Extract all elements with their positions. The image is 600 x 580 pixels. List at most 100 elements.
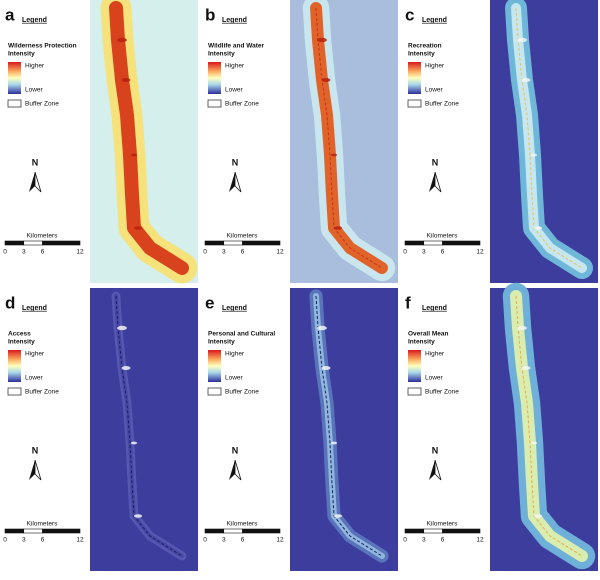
scale-segment [404,528,425,534]
hotspot [330,441,338,445]
scale-tick-label: 3 [222,537,226,544]
panel-letter: c [405,5,414,24]
hotspot [133,226,143,230]
scale-segment [23,240,43,246]
scale-title: Kilometers [427,521,458,528]
buffer-label: Buffer Zone [25,101,59,108]
north-label: N [32,157,39,167]
scale-title: Kilometers [27,233,58,240]
scale-title: Kilometers [427,233,458,240]
lower-label: Lower [425,87,444,94]
hotspot [321,78,331,82]
hotspot [121,78,131,82]
legend-title: Legend [22,17,47,24]
color-ramp [208,350,221,382]
intensity-label: Intensity [8,51,35,58]
buffer-swatch [407,99,422,108]
north-arrow [429,460,435,480]
scale-segment [242,240,281,246]
hotspot [330,153,338,157]
scale-segment [442,528,481,534]
hotspot [317,37,327,43]
legend-title: Legend [222,305,247,312]
scale-tick-label: 12 [476,249,484,256]
north-arrow [434,459,442,481]
lower-label: Lower [225,375,244,382]
north-arrow [34,171,42,193]
lower-label: Lower [225,87,244,94]
buffer-swatch [7,99,22,108]
intensity-label: Intensity [208,51,235,58]
scale-segment [23,528,43,534]
scale-tick-label: 6 [41,537,45,544]
panel-letter: f [405,293,411,312]
scale-tick-label: 12 [76,537,84,544]
intensity-label: Intensity [208,339,235,346]
north-label: N [232,157,239,167]
panel-letter: b [205,5,215,24]
north-arrow [29,172,35,192]
hotspot [530,153,538,157]
buffer-swatch [407,387,422,396]
higher-label: Higher [425,63,445,70]
scale-tick-label: 3 [22,249,26,256]
scale-segment [4,528,25,534]
north-arrow [429,172,435,192]
panel-letter: a [5,5,15,24]
hotspot [333,226,343,230]
higher-label: Higher [225,63,245,70]
hotspot [530,441,538,445]
legend-title: Legend [22,305,47,312]
scale-title: Kilometers [27,521,58,528]
scale-tick-label: 3 [222,249,226,256]
buffer-label: Buffer Zone [25,389,59,396]
intensity-label: Intensity [408,51,435,58]
intensity-label: Intensity [8,339,35,346]
scale-segment [204,528,225,534]
legend-title: Legend [222,17,247,24]
buffer-swatch [7,387,22,396]
scale-tick-label: 6 [41,249,45,256]
scale-segment [242,528,281,534]
buffer-outline [115,7,183,269]
scale-tick-label: 3 [22,537,26,544]
scale-tick-label: 0 [3,249,7,256]
hotspot [521,366,531,370]
buffer-label: Buffer Zone [425,389,459,396]
north-label: N [232,445,239,455]
scale-title: Kilometers [227,521,258,528]
hotspot [117,37,127,43]
north-arrow [229,460,235,480]
buffer-label: Buffer Zone [425,101,459,108]
panel-letter: e [205,293,214,312]
scale-segment [223,528,243,534]
scale-tick-label: 6 [441,537,445,544]
scale-segment [223,240,243,246]
scale-tick-label: 3 [422,537,426,544]
scale-segment [423,528,443,534]
color-ramp [208,62,221,94]
scale-segment [423,240,443,246]
layer-title: Recreation [408,43,442,50]
north-arrow [434,171,442,193]
north-label: N [432,445,439,455]
buffer-outline [515,295,583,557]
scale-tick-label: 0 [403,537,407,544]
color-ramp [408,62,421,94]
scale-segment [42,528,81,534]
scale-segment [442,240,481,246]
north-arrow [229,172,235,192]
buffer-swatch [207,99,222,108]
higher-label: Higher [25,351,45,358]
hotspot [321,366,331,370]
scale-tick-label: 6 [241,249,245,256]
hotspot [517,37,527,43]
north-arrow [234,459,242,481]
hotspot [133,514,143,518]
legend-title: Legend [422,17,447,24]
layer-title: Access [8,331,31,338]
color-ramp [8,350,21,382]
